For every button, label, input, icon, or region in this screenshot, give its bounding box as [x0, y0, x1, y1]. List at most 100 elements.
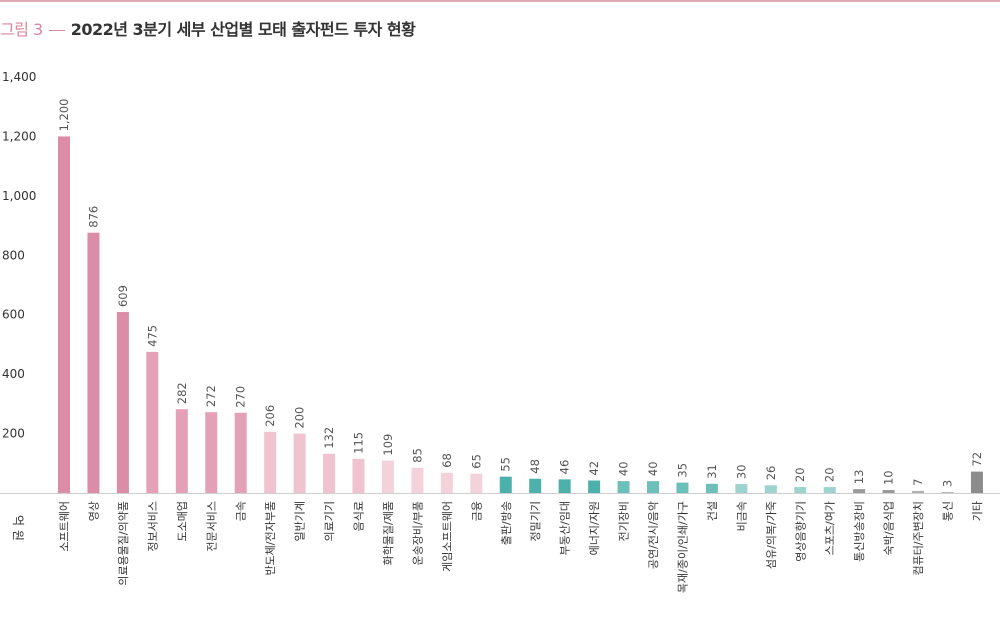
- bar: [647, 481, 659, 493]
- bar: [794, 487, 807, 493]
- bar: [882, 490, 895, 493]
- category-tick-label: 일반기계: [293, 501, 307, 541]
- bar: [87, 232, 100, 493]
- data-label: 115: [352, 432, 366, 454]
- bar: [293, 433, 306, 493]
- data-label: 200: [293, 407, 307, 429]
- y-tick-label: 600: [2, 308, 25, 322]
- data-label: 132: [322, 427, 336, 449]
- bar: [146, 351, 159, 493]
- category-tick-label: 화학물질/제품: [382, 501, 395, 565]
- category-tick-label: 소프트웨어: [58, 501, 71, 552]
- data-label: 40: [617, 461, 631, 476]
- title-text: 2022년 3분기 세부 산업별 모태 출자펀드 투자 현황: [70, 20, 416, 39]
- category-tick-label: 정밀기기: [529, 501, 542, 541]
- data-label: 68: [440, 453, 454, 468]
- bar: [499, 476, 512, 493]
- bar: [735, 484, 748, 493]
- data-label: 20: [823, 467, 837, 482]
- category-tick-label: 섬유/의복/가죽: [765, 501, 778, 569]
- bar: [764, 485, 777, 493]
- data-label: 20: [793, 467, 807, 482]
- data-label: 282: [175, 382, 189, 404]
- bar: [440, 472, 453, 493]
- title-dash: [48, 30, 65, 31]
- category-tick-label: 도소매업: [176, 501, 189, 541]
- data-label: 55: [499, 457, 513, 472]
- y-tick-label: 1,400: [2, 70, 36, 84]
- y-axis: 200 400 600 800 1,000 1,200 1,400 억 원: [0, 70, 1000, 541]
- bar: [175, 409, 188, 493]
- bar: [58, 136, 70, 493]
- bar: [381, 460, 394, 493]
- top-rule: [0, 0, 1000, 2]
- bar: [234, 412, 247, 493]
- data-label: 3: [941, 480, 955, 487]
- bar: [912, 490, 925, 493]
- y-tick-label: 400: [2, 367, 25, 381]
- y-tick-label: 1,200: [2, 129, 36, 143]
- y-tick-label: 800: [2, 248, 25, 262]
- data-label: 40: [646, 461, 660, 476]
- bar: [323, 453, 336, 493]
- category-tick-label: 통신: [942, 501, 955, 521]
- bar: [205, 412, 218, 493]
- chart-title: 그림 3 2022년 3분기 세부 산업별 모태 출자펀드 투자 현황: [0, 16, 416, 40]
- figure-label: 그림 3: [0, 20, 43, 39]
- y-tick-label: 200: [2, 427, 25, 441]
- bars: [58, 136, 983, 493]
- category-tick-label: 의료기기: [323, 501, 336, 541]
- category-tick-label: 음식료: [353, 501, 366, 531]
- data-label: 475: [145, 325, 159, 347]
- bar: [588, 480, 601, 493]
- unit-label: 억 원: [11, 515, 25, 541]
- category-tick-label: 영상음향기기: [794, 501, 807, 562]
- bar: [352, 458, 365, 493]
- category-tick-label: 비금속: [735, 501, 748, 531]
- data-label: 270: [234, 386, 248, 408]
- category-labels: 소프트웨어 영상 의료용물질/의약품 정보서비스 도소매업 전문서비스 금속 반도체/전자부품…: [58, 501, 984, 593]
- category-tick-label: 운송장비/부품: [411, 501, 424, 565]
- bar: [558, 479, 571, 493]
- data-label: 35: [675, 463, 689, 478]
- data-label: 7: [911, 479, 925, 486]
- data-label: 72: [970, 452, 984, 467]
- category-tick-label: 기타: [971, 501, 984, 521]
- category-tick-label: 출판/방송: [500, 501, 513, 545]
- data-label: 26: [764, 466, 778, 481]
- category-tick-label: 부동산/임대: [559, 501, 572, 555]
- category-tick-label: 숙박/음식업: [883, 501, 896, 555]
- bar: [116, 312, 129, 493]
- category-tick-label: 금융: [470, 501, 483, 521]
- category-tick-label: 목재/종이/인쇄/가구: [676, 501, 689, 593]
- bar: [411, 467, 424, 493]
- category-tick-label: 컴퓨터/주변장치: [912, 501, 925, 576]
- category-tick-label: 스포츠/여가: [824, 501, 837, 555]
- bar: [470, 473, 483, 493]
- data-label: 65: [469, 454, 483, 469]
- bar: [264, 431, 277, 493]
- category-tick-label: 반도체/전자부품: [264, 501, 277, 576]
- category-tick-label: 공연/전시/음악: [647, 501, 660, 569]
- y-tick-label: 1,000: [2, 189, 36, 203]
- category-tick-label: 건설: [706, 501, 719, 521]
- data-label: 31: [705, 464, 719, 479]
- bar: [617, 481, 630, 493]
- bar: [823, 487, 836, 493]
- category-tick-label: 통신방송장비: [853, 501, 866, 562]
- category-tick-label: 영상: [87, 501, 100, 521]
- data-label: 46: [558, 460, 572, 475]
- data-label: 206: [263, 405, 277, 427]
- category-tick-label: 금속: [235, 501, 248, 521]
- data-label: 1,200: [57, 98, 71, 131]
- data-label: 85: [410, 448, 424, 463]
- category-tick-label: 전문서비스: [205, 501, 218, 552]
- data-label: 609: [116, 285, 130, 307]
- bar: [941, 492, 954, 493]
- category-tick-label: 게임소프트웨어: [441, 501, 454, 572]
- bar: [853, 489, 866, 493]
- category-tick-label: 에너지/자원: [588, 501, 601, 555]
- bar: [676, 482, 689, 493]
- data-label: 272: [204, 385, 218, 407]
